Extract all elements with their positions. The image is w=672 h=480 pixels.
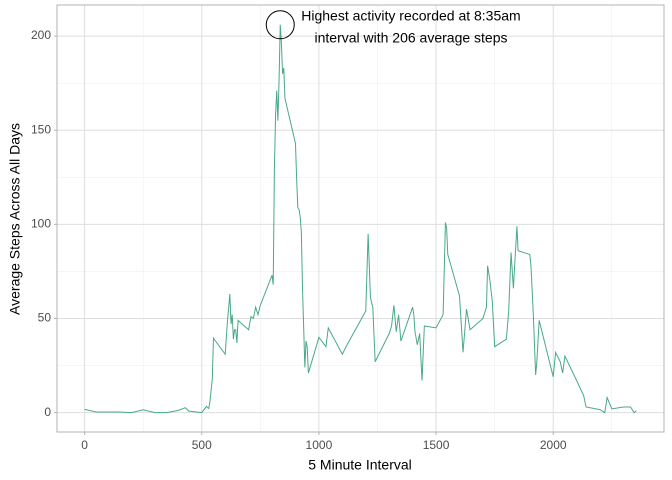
x-tick-label: 0	[81, 438, 88, 452]
y-tick-label: 200	[31, 28, 51, 42]
annotation-text: interval with 206 average steps	[315, 30, 508, 46]
x-tick-label: 2000	[540, 438, 567, 452]
panel-border	[56, 4, 665, 433]
annotation-circle	[265, 10, 295, 40]
x-tick-label: 1500	[423, 438, 450, 452]
x-axis-title: 5 Minute Interval	[308, 457, 412, 473]
x-tick-label: 500	[192, 438, 212, 452]
y-tick-label: 0	[44, 405, 51, 419]
y-tick-label: 50	[38, 311, 52, 325]
line	[84, 24, 637, 414]
x-tick-label: 1000	[306, 438, 333, 452]
annotation-text: Highest activity recorded at 8:35am	[301, 8, 520, 24]
y-tick-label: 150	[31, 122, 51, 136]
y-tick-label: 100	[31, 217, 51, 231]
y-axis-title: Average Steps Across All Days	[7, 123, 23, 315]
